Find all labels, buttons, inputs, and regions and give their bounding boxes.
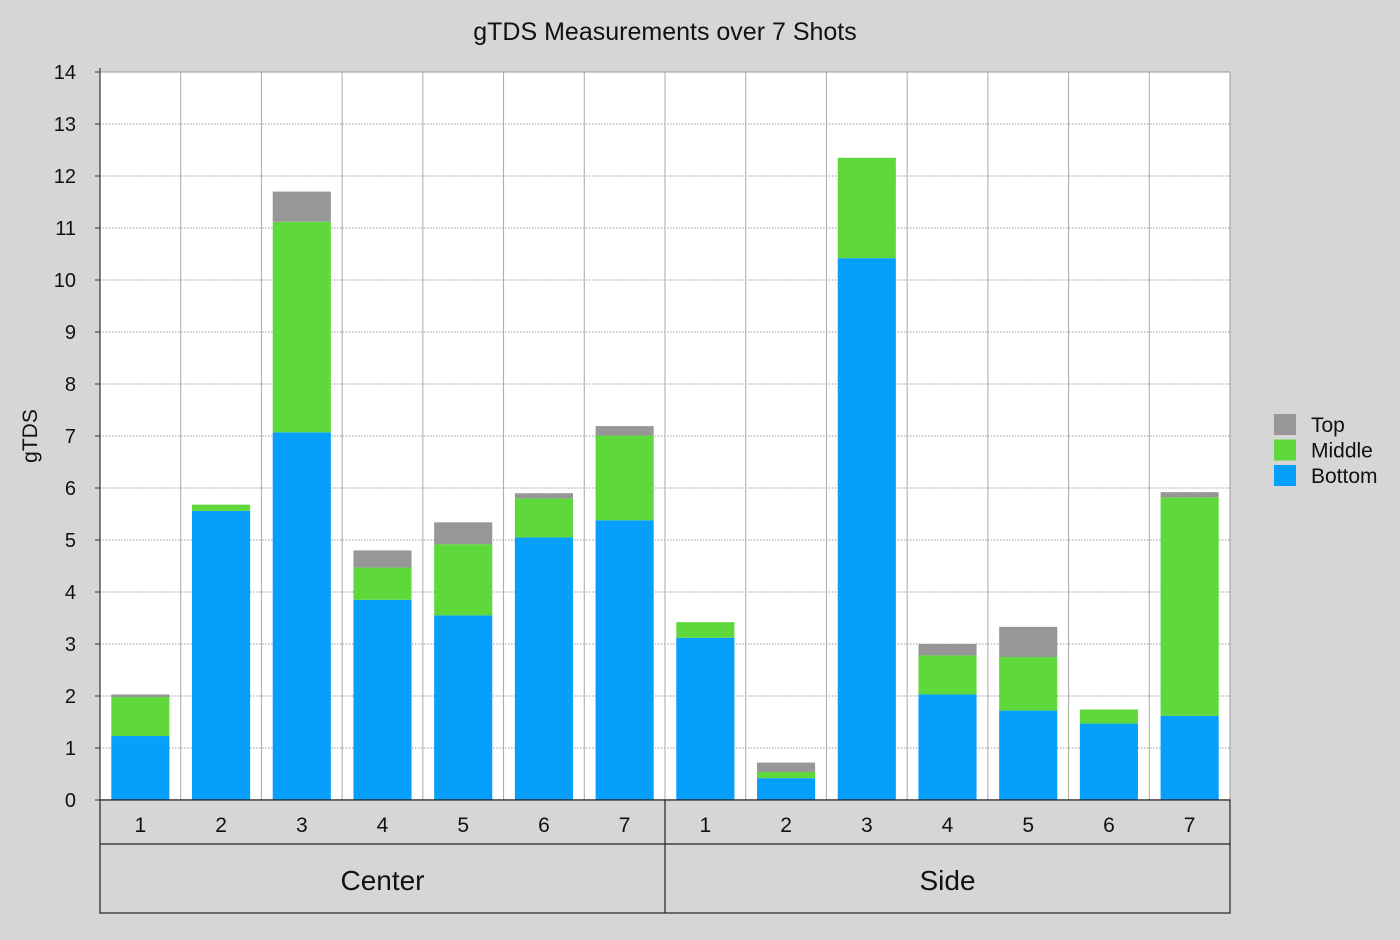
bar-top-center-6 (514, 493, 573, 499)
bar-middle-side-7 (1160, 497, 1219, 716)
legend-swatch-top (1274, 414, 1296, 435)
category-label-side-4: 4 (942, 814, 954, 837)
bar-bottom-side-5 (999, 710, 1058, 800)
bar-top-side-5 (999, 626, 1058, 657)
chart-title: gTDS Measurements over 7 Shots (473, 18, 857, 46)
bar-top-center-4 (353, 550, 412, 568)
bar-bottom-center-3 (272, 432, 331, 800)
bar-bottom-side-7 (1160, 715, 1219, 800)
y-tick-label: 4 (65, 582, 76, 604)
category-label-center-4: 4 (377, 814, 389, 837)
bar-middle-center-2 (192, 504, 251, 511)
bar-bottom-center-7 (595, 520, 654, 800)
bar-middle-center-1 (111, 697, 170, 737)
y-tick-label: 2 (65, 686, 76, 708)
bar-bottom-center-1 (111, 736, 170, 800)
y-tick-label: 3 (65, 634, 76, 656)
y-tick-label: 1 (65, 738, 76, 760)
bar-bottom-center-4 (353, 599, 412, 800)
category-label-side-7: 7 (1184, 814, 1196, 837)
grid-layer (100, 71, 1230, 801)
bar-middle-side-5 (999, 657, 1058, 711)
category-label-center-5: 5 (457, 814, 469, 837)
y-tick-label: 10 (54, 270, 76, 292)
bar-top-side-4 (918, 644, 977, 656)
legend-label-middle: Middle (1311, 440, 1373, 463)
bar-middle-center-5 (434, 544, 493, 616)
bar-middle-side-3 (837, 157, 896, 259)
bar-bottom-center-2 (192, 510, 251, 800)
category-label-side-2: 2 (780, 814, 792, 837)
y-tick-label: 0 (65, 790, 76, 812)
bar-middle-center-3 (272, 221, 331, 433)
y-tick-label: 11 (55, 218, 76, 240)
y-axis-title: gTDS (19, 409, 42, 463)
y-tick-label: 9 (65, 322, 76, 344)
category-label-center-1: 1 (135, 814, 147, 837)
bar-middle-center-6 (514, 498, 573, 538)
bar-middle-side-4 (918, 655, 977, 695)
bar-middle-side-2 (757, 771, 816, 779)
bar-layer (111, 157, 1219, 800)
category-label-side-6: 6 (1103, 814, 1115, 837)
category-label-center-3: 3 (296, 814, 308, 837)
bar-top-center-7 (595, 426, 654, 436)
bar-top-side-7 (1160, 492, 1219, 498)
group-label-side: Side (919, 865, 975, 896)
bar-top-center-3 (272, 191, 331, 222)
bar-bottom-side-3 (837, 258, 896, 800)
bar-middle-center-7 (595, 435, 654, 521)
bar-top-center-1 (111, 694, 170, 698)
category-label-side-5: 5 (1022, 814, 1034, 837)
y-tick-label: 12 (54, 166, 76, 188)
category-label-center-6: 6 (538, 814, 550, 837)
bar-bottom-side-4 (918, 694, 977, 800)
legend-label-bottom: Bottom (1311, 465, 1378, 488)
bar-middle-side-6 (1079, 709, 1138, 724)
bar-bottom-center-6 (514, 537, 573, 800)
legend-label-top: Top (1311, 414, 1345, 437)
bar-top-side-2 (757, 762, 816, 772)
bar-top-center-5 (434, 522, 493, 545)
bar-bottom-side-1 (676, 637, 735, 800)
y-tick-label: 5 (65, 530, 76, 552)
bar-middle-center-4 (353, 567, 412, 600)
group-label-center: Center (340, 865, 424, 896)
category-label-center-7: 7 (619, 814, 631, 837)
category-label-center-2: 2 (215, 814, 227, 837)
y-tick-label: 7 (65, 426, 76, 448)
y-tick-label: 14 (54, 62, 76, 84)
bar-bottom-side-6 (1079, 723, 1138, 800)
bar-bottom-side-2 (757, 778, 816, 800)
y-tick-label: 13 (54, 114, 76, 136)
y-tick-label: 8 (65, 374, 76, 396)
category-label-side-1: 1 (700, 814, 712, 837)
category-label-side-3: 3 (861, 814, 873, 837)
bar-bottom-center-5 (434, 615, 493, 800)
bar-middle-side-1 (676, 622, 735, 638)
legend-swatch-middle (1274, 439, 1296, 461)
legend-swatch-bottom (1274, 465, 1296, 486)
y-tick-label: 6 (65, 478, 76, 500)
